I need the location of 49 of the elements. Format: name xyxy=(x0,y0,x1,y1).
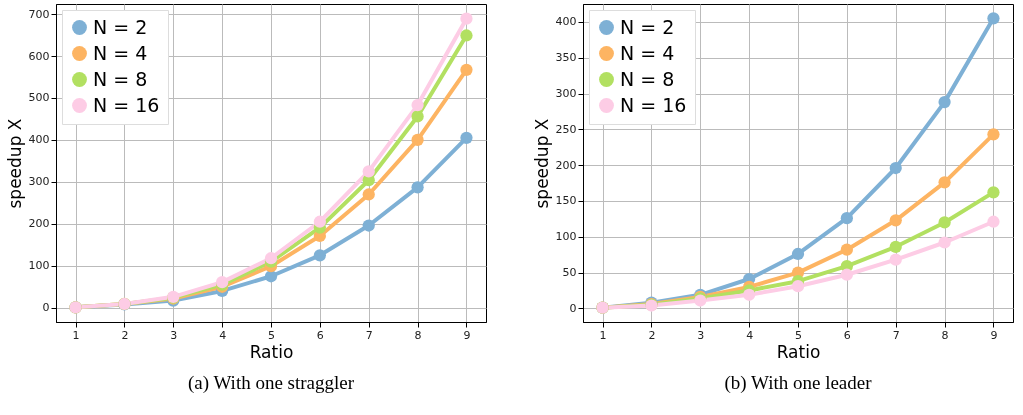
x-tick-label: 8 xyxy=(414,328,422,342)
legend-label: N = 8 xyxy=(620,67,675,90)
y-tick-label: 400 xyxy=(555,15,577,29)
y-tick-label: 600 xyxy=(28,49,50,63)
y-tick-label: 250 xyxy=(555,122,577,136)
y-tick-label: 200 xyxy=(28,217,50,231)
legend-label: N = 4 xyxy=(620,41,675,64)
x-tick-label: 4 xyxy=(746,328,754,342)
legend-label: N = 16 xyxy=(620,93,687,116)
legend-label: N = 4 xyxy=(93,41,148,64)
x-tick-label: 7 xyxy=(365,328,373,342)
x-tick-label: 3 xyxy=(697,328,705,342)
x-tick-label: 1 xyxy=(599,328,607,342)
y-tick-label: 500 xyxy=(28,91,50,105)
x-tick-label: 2 xyxy=(648,328,656,342)
x-tick-label: 9 xyxy=(463,328,471,342)
y-tick-label: 0 xyxy=(569,301,577,315)
x-axis-title: Ratio xyxy=(249,341,294,362)
y-axis-title: speedup X xyxy=(531,118,552,209)
x-tick-label: 5 xyxy=(795,328,802,342)
x-tick-label: 5 xyxy=(268,328,275,342)
text: (a) With one straggler xyxy=(187,372,355,394)
y-axis-title: speedup X xyxy=(4,118,25,209)
x-tick-label: 9 xyxy=(990,328,998,342)
y-tick-label: 400 xyxy=(28,133,50,147)
y-tick-label: 150 xyxy=(555,194,577,208)
y-tick-label: 300 xyxy=(28,175,50,189)
y-tick-label: 100 xyxy=(28,259,50,273)
y-tick-label: 0 xyxy=(42,301,50,315)
y-tick-label: 300 xyxy=(555,87,577,101)
y-tick-label: 700 xyxy=(28,7,50,21)
x-tick-label: 2 xyxy=(121,328,129,342)
y-tick-label: 350 xyxy=(555,51,577,65)
x-tick-label: 1 xyxy=(72,328,80,342)
x-tick-label: 8 xyxy=(941,328,949,342)
x-tick-label: 7 xyxy=(892,328,900,342)
y-tick-label: 50 xyxy=(562,266,577,280)
y-tick-label: 200 xyxy=(555,158,577,172)
x-tick-label: 6 xyxy=(843,328,851,342)
legend-label: N = 2 xyxy=(620,15,675,38)
x-tick-label: 3 xyxy=(170,328,178,342)
x-axis-title: Ratio xyxy=(776,341,821,362)
text: (b) With one leader xyxy=(724,372,873,394)
legend-label: N = 2 xyxy=(93,15,148,38)
legend-label: N = 8 xyxy=(93,67,148,90)
legend-label: N = 16 xyxy=(93,93,160,116)
x-tick-label: 4 xyxy=(219,328,227,342)
x-tick-label: 6 xyxy=(316,328,324,342)
y-tick-label: 100 xyxy=(555,230,577,244)
